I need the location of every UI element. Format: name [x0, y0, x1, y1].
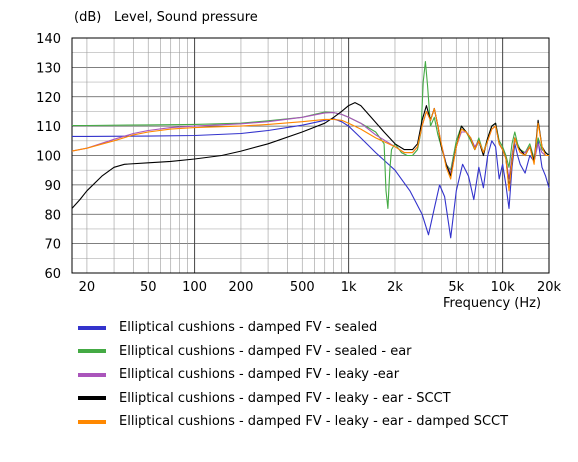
- legend-swatch: [78, 325, 106, 330]
- legend-item-3: Elliptical cushions - damped FV - leaky …: [78, 363, 508, 387]
- x-tick-label: 10k: [491, 280, 516, 295]
- x-axis-label: Frequency (Hz): [443, 296, 541, 310]
- x-tick-label: 500: [290, 280, 315, 295]
- x-tick-label: 200: [229, 280, 254, 295]
- x-tick-label: 50: [140, 280, 157, 295]
- legend-label: Elliptical cushions - damped FV - leaky …: [119, 390, 451, 406]
- y-tick-labels: 60 70 80 90 100 110 120 130 140: [36, 32, 61, 282]
- y-tick-label: 140: [36, 32, 61, 47]
- legend: Elliptical cushions - damped FV - sealed…: [78, 316, 508, 434]
- series-layer: [71, 60, 550, 239]
- y-axis-unit: (dB): [74, 10, 101, 25]
- legend-swatch: [78, 372, 106, 377]
- y-tick-label: 100: [36, 150, 61, 165]
- x-tick-label: 1k: [341, 280, 357, 295]
- chart-title: Level, Sound pressure: [114, 10, 258, 25]
- x-tick-labels: 20 50 100 200 500 1k 2k 5k 10k 20k: [79, 280, 562, 295]
- y-tick-label: 60: [44, 267, 61, 282]
- y-tick-label: 110: [36, 120, 61, 135]
- x-tick-label: 20: [79, 280, 96, 295]
- legend-swatch: [78, 419, 106, 424]
- legend-item-5: Elliptical cushions - damped FV - leaky …: [78, 410, 508, 434]
- x-tick-label: 5k: [448, 280, 464, 295]
- series-line-1: [72, 118, 550, 239]
- legend-item-1: Elliptical cushions - damped FV - sealed: [78, 316, 508, 340]
- series-line-5: [71, 107, 549, 192]
- legend-item-4: Elliptical cushions - damped FV - leaky …: [78, 387, 508, 411]
- y-tick-label: 120: [36, 91, 61, 106]
- x-tick-label: 2k: [387, 280, 403, 295]
- y-tick-label: 130: [36, 61, 61, 76]
- legend-label: Elliptical cushions - damped FV - leaky …: [119, 414, 509, 430]
- series-line-2: [72, 60, 550, 209]
- y-tick-label: 90: [44, 179, 61, 194]
- legend-swatch: [78, 396, 106, 401]
- y-tick-label: 80: [44, 208, 61, 223]
- legend-label: Elliptical cushions - damped FV - sealed…: [119, 343, 412, 359]
- legend-swatch: [78, 349, 106, 354]
- y-tick-label: 70: [44, 238, 61, 253]
- grid-lines: [72, 37, 550, 274]
- x-tick-label: 100: [182, 280, 207, 295]
- legend-item-2: Elliptical cushions - damped FV - sealed…: [78, 340, 508, 364]
- legend-label: Elliptical cushions - damped FV - leaky …: [119, 367, 400, 383]
- legend-label: Elliptical cushions - damped FV - sealed: [119, 320, 378, 336]
- x-tick-label: 20k: [537, 280, 562, 295]
